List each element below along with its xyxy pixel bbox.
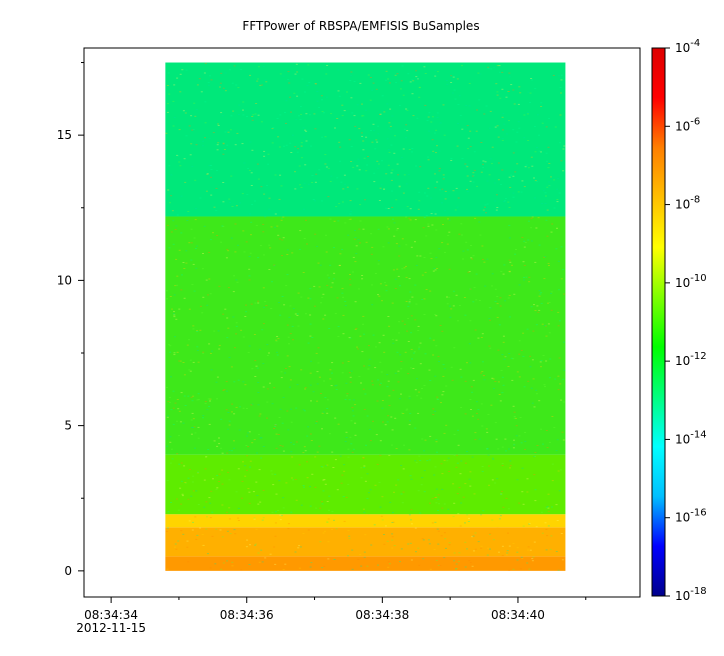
colorbar-tick-label: 10-4 xyxy=(675,38,700,55)
spectrogram-band-0 xyxy=(165,556,566,571)
band-noise-4 xyxy=(165,216,566,455)
x-tick-label: 08:34:36 xyxy=(220,608,274,622)
y-tick-label: 0 xyxy=(64,564,72,578)
y-axis: 0 5 10 15 xyxy=(57,62,84,578)
colorbar-tick-label: 10-6 xyxy=(675,116,700,133)
chart-title: FFTPower of RBSPA/EMFISIS BuSamples xyxy=(242,19,479,33)
x-tick-label: 08:34:38 xyxy=(355,608,409,622)
x-axis: 08:34:34 08:34:36 08:34:38 08:34:40 2012-11-… xyxy=(76,597,587,635)
colorbar-tick-label: 10-16 xyxy=(675,508,707,525)
band-noise-5 xyxy=(165,62,566,217)
x-date-label: 2012-11-15 xyxy=(76,621,146,635)
spectrogram-data xyxy=(165,62,566,571)
spectrogram-band-1 xyxy=(165,527,566,557)
spectrogram-band-2 xyxy=(165,514,566,528)
y-tick-label: 15 xyxy=(57,128,72,142)
spectrogram-band-4 xyxy=(165,216,566,455)
colorbar-tick-label: 10-12 xyxy=(675,351,707,368)
colorbar: 10-18 10-16 10-14 10-12 10-10 10-8 10-6 10-4 xyxy=(651,38,707,603)
colorbar-tick-label: 10-10 xyxy=(675,273,707,290)
colorbar-tick-label: 10-14 xyxy=(675,429,707,446)
y-tick-label: 10 xyxy=(57,273,72,287)
band-noise-1 xyxy=(165,527,563,557)
colorbar-ticks: 10-18 10-16 10-14 10-12 10-10 10-8 10-6 10-4 xyxy=(665,38,707,603)
colorbar-tick-label: 10-18 xyxy=(675,586,707,603)
spectrogram-band-5 xyxy=(165,62,566,217)
band-noise-2 xyxy=(165,514,559,528)
colorbar-tick-label: 10-8 xyxy=(675,195,700,212)
band-noise-0 xyxy=(166,556,564,571)
x-tick-label: 08:34:34 xyxy=(84,608,138,622)
colorbar-gradient xyxy=(651,47,666,597)
spectrogram-band-3 xyxy=(165,454,566,515)
band-noise-3 xyxy=(166,454,562,515)
x-tick-label: 08:34:40 xyxy=(491,608,545,622)
y-tick-label: 5 xyxy=(64,419,72,433)
